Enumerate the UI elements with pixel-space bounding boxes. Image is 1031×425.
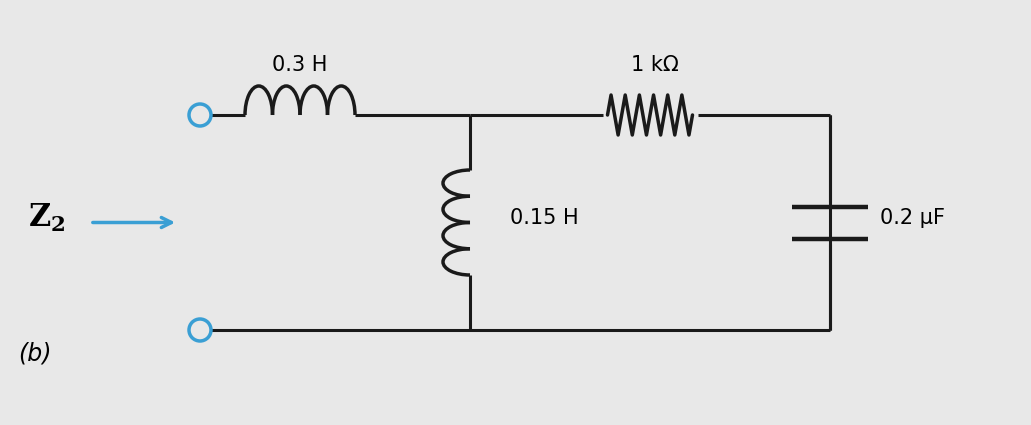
Circle shape: [189, 319, 211, 341]
Text: 0.3 H: 0.3 H: [272, 55, 328, 75]
Text: $\mathbf{Z_2}$: $\mathbf{Z_2}$: [28, 201, 65, 234]
Text: 0.2 μF: 0.2 μF: [880, 207, 945, 227]
Text: 1 kΩ: 1 kΩ: [631, 55, 678, 75]
Text: (b): (b): [18, 342, 52, 366]
Text: 0.15 H: 0.15 H: [510, 207, 578, 227]
Circle shape: [189, 104, 211, 126]
